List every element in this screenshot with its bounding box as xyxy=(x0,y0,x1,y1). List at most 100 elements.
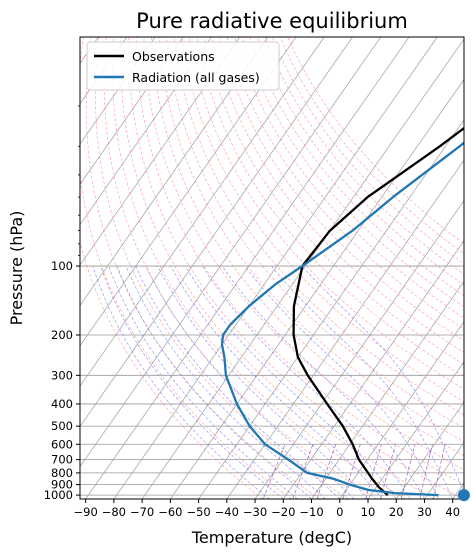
surface-temperature-marker xyxy=(457,489,470,502)
isotherm-line xyxy=(311,280,464,499)
data-series xyxy=(220,126,464,497)
moist-adiabat-line xyxy=(170,265,383,499)
chart-title: Pure radiative equilibrium xyxy=(136,9,408,33)
dry-adiabat-line xyxy=(189,37,464,390)
y-tick-label: 700 xyxy=(51,453,73,467)
mixing-ratio-line xyxy=(262,444,286,499)
mixing-ratio-line xyxy=(433,444,446,499)
isotherm-line xyxy=(395,401,464,499)
dry-adiabat-line xyxy=(112,37,406,499)
isotherm-line xyxy=(367,361,464,499)
isotherm-line xyxy=(452,482,464,499)
plot-frame xyxy=(79,36,465,500)
moist-adiabat-line xyxy=(202,265,411,499)
dry-adiabat-line xyxy=(158,37,464,443)
isotherm-line xyxy=(80,37,269,307)
x-tick-label: 30 xyxy=(417,505,432,519)
legend-label-radiation: Radiation (all gases) xyxy=(132,70,260,85)
dry-adiabat-line xyxy=(272,37,464,265)
isotherm-line xyxy=(80,37,325,387)
dry-adiabat-line xyxy=(257,37,464,286)
mixing-ratio-line xyxy=(292,444,314,499)
legend: Observations Radiation (all gases) xyxy=(86,41,280,91)
x-tick-label: −50 xyxy=(186,505,210,519)
moist-adiabat-line xyxy=(271,265,453,499)
x-tick-label: 10 xyxy=(361,505,376,519)
isotherm-line xyxy=(80,37,297,347)
dry-adiabat-line xyxy=(264,37,464,275)
isotherm-line xyxy=(198,119,464,499)
x-tick-label: −10 xyxy=(299,505,323,519)
moist-adiabat-line xyxy=(108,265,298,499)
dry-adiabat-line xyxy=(80,240,263,499)
y-tick-label: 200 xyxy=(51,328,73,342)
dry-adiabat-line xyxy=(143,37,464,471)
moist-adiabat-line xyxy=(116,265,312,499)
dry-adiabat-line xyxy=(249,37,464,297)
x-tick-label: −70 xyxy=(130,505,154,519)
moist-adiabat-line xyxy=(92,265,270,499)
pressure-gridlines xyxy=(80,265,464,496)
y-tick-label: 600 xyxy=(51,437,73,451)
moist-adiabat-line xyxy=(145,265,355,499)
moist-adiabat-line xyxy=(125,265,326,499)
dry-adiabat-line xyxy=(120,37,435,499)
dry-adiabat-line xyxy=(219,37,464,342)
dry-adiabat-line xyxy=(166,37,464,429)
isotherm-line xyxy=(80,37,240,266)
legend-label-observations: Observations xyxy=(132,49,215,64)
dry-adiabat-line xyxy=(204,37,464,365)
y-tick-label: 800 xyxy=(51,466,73,480)
dry-adiabat-line xyxy=(151,37,464,457)
dry-adiabat-line xyxy=(103,37,378,499)
dry-adiabat-line xyxy=(95,37,349,499)
isotherm-line xyxy=(80,37,382,468)
y-axis-label: Pressure (hPa) xyxy=(7,211,26,326)
dry-adiabat-line xyxy=(173,37,464,416)
moist-adiabat-line xyxy=(185,265,397,499)
x-axis-label: Temperature (degC) xyxy=(191,528,352,547)
isotherm-line xyxy=(80,37,184,186)
x-tick-label: 20 xyxy=(389,505,404,519)
dry-adiabat-line xyxy=(242,37,464,308)
moist-adiabat-line xyxy=(244,265,439,499)
moist-adiabat-line xyxy=(301,265,464,494)
dry-adiabat-line xyxy=(226,37,464,330)
mixing-ratio-line xyxy=(365,444,382,499)
mixing-ratio-line xyxy=(342,444,361,499)
dry-adiabat-line xyxy=(211,37,464,353)
moist-adiabat-line xyxy=(100,265,284,499)
isotherm-line xyxy=(254,199,464,499)
legend-box xyxy=(86,41,280,91)
dry-adiabat-line xyxy=(234,37,464,319)
dry-adiabat-line xyxy=(80,37,292,499)
y-tick-label: 100 xyxy=(51,259,73,273)
isotherm-line xyxy=(80,37,156,145)
y-tick-label: 500 xyxy=(51,419,73,433)
dry-adiabat-line xyxy=(196,37,464,378)
x-tick-label: −20 xyxy=(271,505,295,519)
y-tick-label: 1000 xyxy=(44,488,73,502)
x-axis-ticks: −90 −80 −70 −60 −50 −40 −30 −20 −10 0 10 20 30 40 xyxy=(74,499,460,519)
series-line-radiation xyxy=(220,141,464,497)
moist-adiabat-line xyxy=(157,265,369,499)
isotherm-line xyxy=(80,37,212,226)
series-line-observations xyxy=(292,126,464,496)
moist-adiabat-line xyxy=(135,265,341,499)
dry-adiabat-line xyxy=(279,37,464,255)
isotherm-line xyxy=(282,240,464,499)
moist-adiabat-line xyxy=(221,265,425,499)
mixing-ratio-line xyxy=(316,444,337,499)
x-tick-label: 0 xyxy=(336,505,343,519)
x-tick-label: −90 xyxy=(74,505,98,519)
background-lines xyxy=(80,37,464,499)
dry-adiabat-line xyxy=(136,37,464,485)
mixing-ratio-line xyxy=(419,444,433,499)
x-tick-label: −40 xyxy=(215,505,239,519)
dry-adiabat-line xyxy=(181,37,464,403)
x-tick-label: −30 xyxy=(243,505,267,519)
isotherm-line xyxy=(113,37,438,499)
isotherm-line xyxy=(226,159,464,499)
